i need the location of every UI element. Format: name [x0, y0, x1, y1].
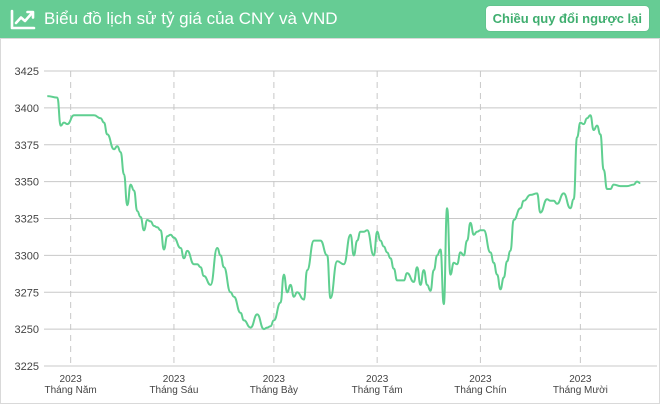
series — [47, 95, 641, 331]
x-tick-year: 2023 — [163, 374, 186, 385]
page-title: Biểu đồ lịch sử tỷ giá của CNY và VND — [44, 9, 338, 28]
grid-lines — [44, 70, 657, 367]
x-tick-year: 2023 — [569, 374, 592, 385]
y-tick-label: 3300 — [15, 250, 39, 262]
y-tick-label: 3425 — [15, 66, 39, 78]
y-tick-label: 3275 — [15, 287, 39, 299]
y-tick-label: 3350 — [15, 177, 39, 189]
series-line — [47, 95, 641, 331]
x-tick-year: 2023 — [469, 374, 492, 385]
chart-container: 3225 3250 3275 3300 3325 3350 3375 3400 3425 202… — [0, 38, 660, 404]
x-tick-month: Tháng Sáu — [149, 385, 198, 396]
chart-trend-up-icon — [10, 9, 36, 30]
x-tick-month: Tháng Mười — [553, 385, 608, 396]
x-tick-month: Tháng Tám — [352, 385, 403, 396]
y-tick-label: 3225 — [15, 361, 39, 373]
x-tick-month: Tháng Năm — [45, 385, 97, 396]
y-tick-label: 3375 — [15, 140, 39, 152]
y-tick-label: 3250 — [15, 324, 39, 336]
x-tick-month: Tháng Chín — [454, 385, 506, 396]
x-tick-month: Tháng Bảy — [250, 385, 298, 396]
y-axis: 3225 3250 3275 3300 3325 3350 3375 3400 3425 — [15, 66, 39, 373]
reverse-conversion-button[interactable]: Chiều quy đổi ngược lại — [485, 6, 649, 31]
x-tick-year: 2023 — [263, 374, 286, 385]
x-tick-year: 2023 — [60, 374, 83, 385]
header-bar: Biểu đồ lịch sử tỷ giá của CNY và VND Ch… — [0, 0, 660, 38]
x-tick-year: 2023 — [366, 374, 389, 385]
y-tick-label: 3400 — [15, 103, 39, 115]
exchange-rate-chart: 3225 3250 3275 3300 3325 3350 3375 3400 3425 202… — [15, 66, 657, 396]
y-tick-label: 3325 — [15, 214, 39, 226]
